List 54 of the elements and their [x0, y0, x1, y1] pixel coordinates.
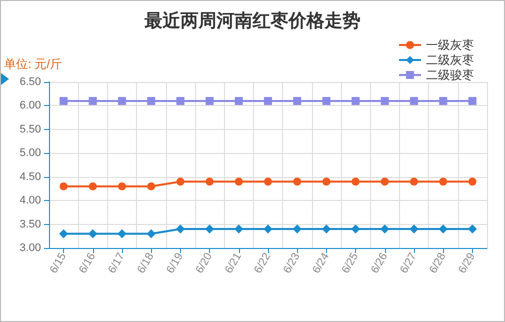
legend-label: 二级灰枣: [426, 53, 474, 67]
point: [292, 224, 302, 234]
point: [88, 182, 97, 190]
point: [293, 178, 302, 186]
point: [59, 229, 68, 238]
point: [118, 96, 126, 105]
point: [322, 96, 330, 105]
point: [147, 182, 156, 190]
point: [206, 96, 214, 105]
y-tick-label: 3.00: [20, 242, 41, 254]
y-tick-label: 6.50: [20, 76, 41, 88]
point: [88, 229, 98, 238]
point: [147, 96, 156, 105]
y-axis-title: 单位: 元/斤: [4, 57, 62, 71]
point: [352, 96, 360, 105]
point: [322, 178, 330, 186]
point: [438, 224, 448, 234]
point: [293, 96, 302, 105]
legend-label: 一级灰枣: [426, 38, 474, 52]
point: [380, 96, 389, 105]
point: [264, 224, 272, 234]
chart-title: 最近两周河南红枣价格走势: [144, 10, 360, 32]
point: [468, 96, 476, 105]
point: [410, 224, 418, 234]
y-tick-label: 4.00: [20, 194, 41, 207]
point: [264, 96, 272, 105]
point: [234, 178, 243, 186]
point: [468, 178, 476, 186]
point: [176, 178, 184, 186]
point: [60, 96, 68, 105]
point: [410, 178, 418, 186]
point: [118, 182, 126, 190]
point: [352, 178, 360, 186]
point: [380, 224, 390, 234]
point: [206, 178, 214, 186]
point: [264, 178, 272, 186]
point: [410, 96, 418, 105]
y-tick-label: 6.00: [20, 100, 41, 112]
y-tick-label: 4.50: [20, 170, 41, 183]
point: [234, 96, 243, 105]
point: [88, 96, 97, 105]
y-tick-label: 5.50: [20, 123, 41, 136]
point: [234, 224, 244, 234]
y-tick-label: 5.00: [20, 147, 41, 160]
point: [176, 224, 185, 234]
legend-label: 二级骏枣: [426, 68, 474, 82]
point: [439, 96, 448, 105]
point: [146, 229, 156, 238]
y-tick-label: 3.50: [20, 218, 41, 230]
point: [176, 96, 184, 105]
point: [60, 182, 68, 190]
point: [380, 178, 389, 186]
point: [118, 229, 126, 238]
point: [439, 178, 448, 186]
